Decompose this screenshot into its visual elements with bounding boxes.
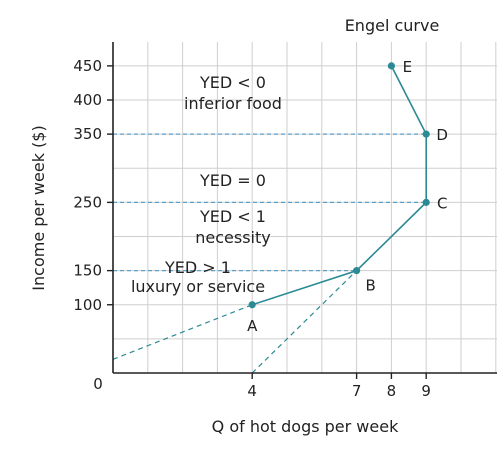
x-axis-title: Q of hot dogs per week [212, 417, 399, 436]
y-tick-label: 150 [73, 262, 102, 280]
x-tick-label: 9 [421, 382, 431, 400]
point-D [422, 130, 430, 138]
x-tick-label: 8 [387, 382, 397, 400]
axes [107, 42, 497, 379]
point-label-B: B [365, 277, 375, 295]
y-tick-label: 350 [73, 125, 102, 143]
region-annotation-1: YED < 0 [199, 73, 266, 92]
region-annotation-3: YED < 1 [199, 207, 266, 226]
dashed-extension-2 [251, 270, 358, 374]
point-label-A: A [247, 317, 258, 335]
point-B [353, 267, 361, 275]
point-label-D: D [436, 126, 448, 144]
y-tick-label: 400 [73, 91, 102, 109]
point-E [387, 62, 395, 70]
point-label-C: C [437, 194, 447, 212]
region-annotation-4: YED > 1 [164, 258, 231, 277]
reference-lines [112, 133, 427, 374]
series [248, 62, 430, 309]
y-tick-label: 450 [73, 57, 102, 75]
engel-curve-label: Engel curve [345, 16, 440, 35]
y-tick-label: 100 [73, 296, 102, 314]
region-annotation-2: YED = 0 [199, 171, 266, 190]
region-annotation-4: luxury or service [131, 277, 265, 296]
origin-label: 0 [93, 375, 103, 393]
region-annotation-3: necessity [195, 228, 270, 247]
point-C [422, 198, 430, 206]
dashed-extension-1 [112, 304, 253, 360]
x-tick-label: 4 [247, 382, 257, 400]
region-annotation-1: inferior food [184, 94, 282, 113]
x-tick-label: 7 [352, 382, 362, 400]
y-axis-title: Income per week ($) [29, 125, 48, 290]
point-A [248, 301, 256, 309]
y-tick-label: 250 [73, 193, 102, 211]
point-label-E: E [403, 58, 412, 76]
labels: 100 150 250 350 400 450 4 7 8 9 0 Q of hot dogs per… [29, 16, 448, 436]
